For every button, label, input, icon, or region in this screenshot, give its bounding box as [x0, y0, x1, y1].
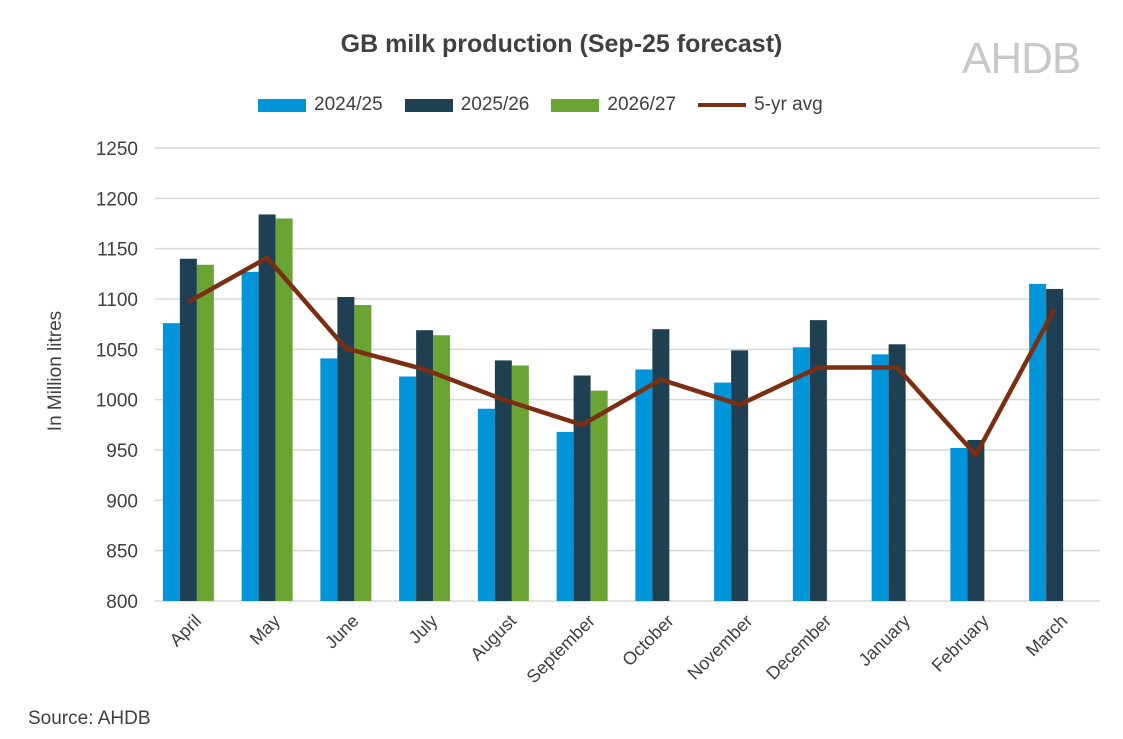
- x-tick-label: December: [762, 611, 835, 684]
- y-tick-label: 1150: [97, 240, 138, 261]
- x-tick-label: July: [405, 611, 442, 648]
- bar-2025/26: [888, 344, 906, 601]
- bar-2024/25: [1029, 283, 1047, 601]
- line-5-yr avg: [187, 255, 1057, 458]
- bar-2024/25: [477, 408, 495, 601]
- bar-2024/25: [792, 347, 810, 601]
- legend-swatch: [551, 98, 600, 112]
- legend-item: 2026/27: [551, 94, 676, 116]
- x-tick-label: November: [684, 611, 757, 684]
- x-tick-label: June: [321, 611, 363, 653]
- bar-2024/25: [162, 323, 180, 601]
- y-tick-label: 1250: [96, 139, 138, 160]
- y-tick-label: 1100: [97, 290, 138, 311]
- legend-item: 5-yr avg: [698, 94, 823, 116]
- bar-2025/26: [809, 320, 827, 601]
- bar-2026/27: [511, 365, 529, 601]
- bar-2026/27: [196, 264, 214, 601]
- chart-title: GB milk production (Sep-25 forecast): [340, 30, 783, 58]
- bar-2024/25: [871, 354, 889, 601]
- y-tick-label: 900: [106, 491, 138, 512]
- legend-label: 2026/27: [607, 94, 677, 115]
- x-tick-label: August: [466, 611, 520, 665]
- bar-2024/25: [241, 271, 259, 601]
- bar-2025/26: [494, 360, 512, 601]
- bar-2024/25: [635, 369, 653, 601]
- bar-2026/27: [433, 335, 451, 601]
- bar-2024/25: [714, 382, 732, 601]
- y-tick-label: 800: [106, 592, 138, 613]
- bar-2025/26: [1046, 288, 1064, 601]
- legend-item: 2025/26: [404, 94, 530, 116]
- bar-2024/25: [556, 431, 574, 601]
- y-tick-label: 950: [106, 441, 138, 462]
- y-tick-label: 1000: [96, 391, 138, 412]
- bar-2025/26: [652, 329, 670, 601]
- bar-2024/25: [399, 376, 417, 601]
- source-note: Source: AHDB: [28, 708, 151, 729]
- legend-item: 2024/25: [258, 94, 383, 116]
- x-tick-label: October: [618, 611, 677, 670]
- y-tick-label: 1200: [96, 189, 138, 210]
- ahdb-logo: AHDB: [962, 34, 1081, 83]
- x-tick-label: February: [928, 611, 993, 676]
- legend-label: 2024/25: [314, 94, 383, 115]
- legend-swatch: [258, 98, 306, 112]
- bar-2025/26: [337, 296, 355, 601]
- y-tick-label: 850: [106, 542, 138, 563]
- bar-2025/26: [731, 350, 749, 601]
- bar-2025/26: [179, 258, 197, 601]
- bar-2025/26: [573, 375, 591, 601]
- bar-2026/27: [590, 390, 608, 601]
- legend-label: 5-yr avg: [754, 94, 823, 115]
- y-tick-label: 1050: [96, 340, 138, 361]
- bar-2025/26: [967, 439, 985, 601]
- bar-2025/26: [416, 330, 434, 601]
- x-tick-label: September: [523, 611, 599, 687]
- bar-2026/27: [354, 305, 372, 601]
- x-tick-label: April: [166, 611, 206, 651]
- legend: 2024/25 2025/26 2026/27 5-yr avg: [258, 94, 823, 116]
- bar-2025/26: [258, 214, 276, 601]
- legend-swatch: [698, 103, 747, 107]
- bar-2024/25: [320, 358, 338, 601]
- x-tick-label: January: [855, 611, 914, 670]
- legend-swatch: [404, 98, 453, 112]
- bar-2024/25: [950, 447, 968, 601]
- x-tick-label: March: [1022, 611, 1072, 661]
- x-tick-label: May: [246, 611, 284, 649]
- legend-label: 2025/26: [460, 94, 530, 115]
- bar-2026/27: [275, 218, 293, 601]
